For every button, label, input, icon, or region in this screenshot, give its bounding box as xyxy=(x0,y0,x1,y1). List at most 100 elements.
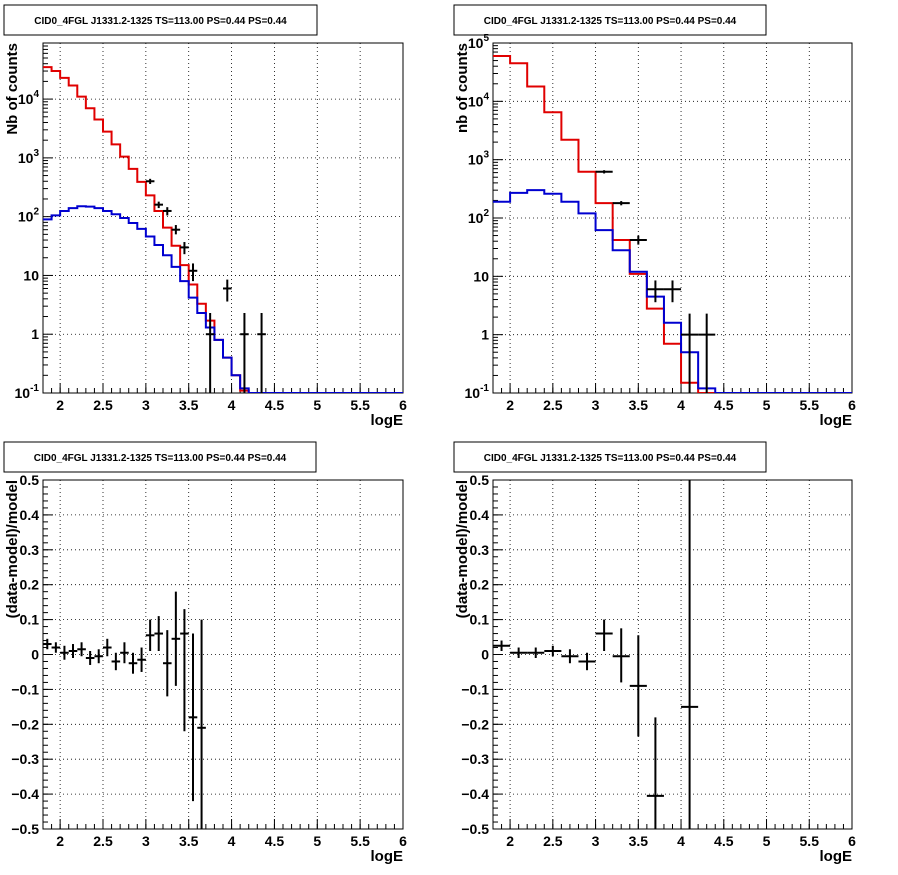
data-point xyxy=(629,235,647,245)
data-point xyxy=(120,642,129,664)
y-tick-label: 0.1 xyxy=(20,612,40,628)
y-tick-label: 0 xyxy=(31,647,39,663)
y-tick-label: 103 xyxy=(468,150,490,168)
x-tick-label: 2.5 xyxy=(93,397,113,413)
plot-frame xyxy=(492,42,853,394)
x-axis-label: logE xyxy=(371,848,404,865)
data-point xyxy=(612,628,630,683)
data-point xyxy=(527,647,545,658)
data-point xyxy=(646,280,664,303)
x-tick-label: 4 xyxy=(228,833,236,849)
data-point xyxy=(595,619,613,652)
y-tick-label: 0.3 xyxy=(20,542,40,558)
plot-frame xyxy=(492,479,853,830)
y-tick-label: 10 xyxy=(473,268,489,284)
panel-3: CID0_4FGL J1331.2-1325 TS=113.00 PS=0.44… xyxy=(3,441,407,865)
y-tick-label: −0.3 xyxy=(11,751,39,767)
title-box xyxy=(453,441,767,473)
data-point xyxy=(68,644,78,658)
y-axis-label: Nb of counts xyxy=(4,43,21,135)
y-axis-label: nb of counts xyxy=(454,43,471,133)
chart-title: CID0_4FGL J1331.2-1325 TS=113.00 PS=0.44… xyxy=(34,453,287,464)
data-point xyxy=(145,619,155,652)
data-point xyxy=(171,225,181,235)
data-point xyxy=(223,279,232,302)
data-point xyxy=(51,642,61,653)
x-tick-label: 2 xyxy=(506,833,514,849)
x-tick-label: 4.5 xyxy=(714,833,734,849)
data-point xyxy=(163,630,172,697)
data-point xyxy=(180,242,189,255)
x-tick-label: 2 xyxy=(56,833,64,849)
y-tick-label: 0.3 xyxy=(470,542,490,558)
histogram-series-1 xyxy=(493,54,852,393)
y-tick-label: 0.1 xyxy=(470,612,490,628)
chart-title: CID0_4FGL J1331.2-1325 TS=113.00 PS=0.44… xyxy=(34,16,287,27)
data-layer xyxy=(493,54,852,393)
y-tick-label: −0.4 xyxy=(461,786,489,802)
data-point xyxy=(205,312,215,393)
data-point xyxy=(612,201,630,206)
y-tick-label: 10-1 xyxy=(15,383,40,401)
data-point xyxy=(544,645,562,657)
histogram-series-2 xyxy=(493,189,852,393)
data-point xyxy=(128,652,138,674)
data-point xyxy=(85,651,95,665)
y-tick-label: 0.4 xyxy=(470,507,490,523)
y-tick-label: 103 xyxy=(18,148,40,166)
y-tick-label: 0 xyxy=(481,647,489,663)
y-tick-label: 10-1 xyxy=(465,383,490,401)
y-tick-label: 1 xyxy=(481,327,489,343)
x-tick-label: 5 xyxy=(763,833,771,849)
y-tick-label: −0.2 xyxy=(461,716,489,732)
x-tick-label: 5 xyxy=(313,833,321,849)
title-box xyxy=(3,4,318,36)
data-point xyxy=(180,609,189,732)
chart-title: CID0_4FGL J1331.2-1325 TS=113.00 PS=0.44… xyxy=(484,453,737,464)
y-tick-label: 0.2 xyxy=(20,577,40,593)
data-point xyxy=(681,480,699,829)
data-point xyxy=(197,619,206,829)
x-tick-label: 6 xyxy=(399,833,407,849)
data-point xyxy=(629,635,647,737)
x-tick-label: 3 xyxy=(142,397,150,413)
data-point xyxy=(103,638,112,657)
y-tick-label: 1 xyxy=(31,326,39,342)
data-point xyxy=(111,652,121,671)
y-tick-label: 104 xyxy=(468,91,490,109)
data-point xyxy=(171,591,181,686)
x-tick-label: 6 xyxy=(848,833,856,849)
x-tick-label: 6 xyxy=(848,397,856,413)
x-axis-label: logE xyxy=(820,848,853,865)
y-tick-label: −0.5 xyxy=(11,821,39,837)
x-axis-label: logE xyxy=(820,412,853,429)
x-tick-label: 4.5 xyxy=(265,833,285,849)
y-axis-label: (data-model)/model xyxy=(4,480,21,618)
panel-1: CID0_4FGL J1331.2-1325 TS=113.00 PS=0.44… xyxy=(3,4,407,429)
x-tick-label: 5 xyxy=(313,397,321,413)
data-point xyxy=(163,207,172,216)
data-point xyxy=(257,312,266,393)
x-tick-label: 2.5 xyxy=(543,397,563,413)
x-tick-label: 4.5 xyxy=(265,397,285,413)
x-tick-label: 5.5 xyxy=(800,833,820,849)
data-point xyxy=(578,652,596,671)
x-tick-label: 2.5 xyxy=(543,833,563,849)
x-tick-label: 4.5 xyxy=(714,397,734,413)
y-tick-label: 0.5 xyxy=(20,472,40,488)
data-point xyxy=(60,645,69,660)
x-tick-label: 4 xyxy=(677,397,685,413)
y-tick-label: −0.2 xyxy=(11,716,39,732)
y-tick-label: 104 xyxy=(18,89,40,107)
x-tick-label: 5 xyxy=(763,397,771,413)
y-tick-label: 102 xyxy=(468,208,490,226)
x-tick-label: 4 xyxy=(228,397,236,413)
x-tick-label: 6 xyxy=(399,397,407,413)
data-point xyxy=(493,640,511,652)
panel-4: CID0_4FGL J1331.2-1325 TS=113.00 PS=0.44… xyxy=(453,441,856,865)
y-tick-label: 10 xyxy=(23,267,39,283)
data-point xyxy=(646,717,664,829)
x-tick-label: 5.5 xyxy=(350,397,370,413)
y-tick-label: −0.5 xyxy=(461,821,489,837)
